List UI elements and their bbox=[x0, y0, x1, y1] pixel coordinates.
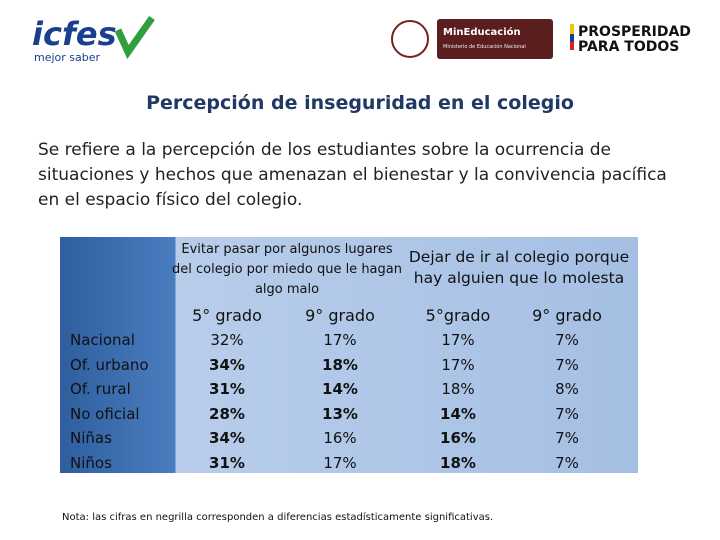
cell: 16% bbox=[323, 429, 357, 447]
row-label: No oficial bbox=[70, 404, 140, 423]
description: Se refiere a la percepción de los estudi… bbox=[38, 140, 667, 210]
min-logo-box bbox=[437, 19, 553, 59]
cell: 18% bbox=[441, 380, 475, 398]
cell: 14% bbox=[322, 380, 358, 398]
cell: 13% bbox=[322, 404, 358, 423]
cell: 18% bbox=[322, 355, 358, 374]
group-header: Evitar pasar por algunos lugares del col… bbox=[172, 242, 402, 297]
prosperidad-2: PARA TODOS bbox=[578, 39, 679, 55]
column-header: 5° grado bbox=[192, 306, 262, 325]
row-label: Nacional bbox=[70, 331, 135, 349]
cell: 17% bbox=[441, 355, 475, 374]
title: Percepción de inseguridad en el colegio bbox=[146, 92, 574, 114]
cell: 32% bbox=[210, 331, 244, 349]
row-label: Niños bbox=[70, 453, 112, 472]
cell: 28% bbox=[209, 404, 245, 423]
cell: 7% bbox=[555, 404, 579, 423]
min-logo-name: MinEducación bbox=[443, 26, 521, 38]
cell: 7% bbox=[555, 453, 579, 472]
cell: 34% bbox=[209, 429, 245, 447]
flag-b bbox=[570, 34, 574, 42]
cell: 17% bbox=[323, 453, 357, 472]
prosperidad-1: PROSPERIDAD bbox=[578, 24, 691, 40]
column-header: 5°grado bbox=[425, 306, 491, 325]
flag-y bbox=[570, 24, 574, 34]
group-header: Dejar de ir al colegio porque hay alguie… bbox=[408, 248, 630, 287]
cell: 8% bbox=[555, 380, 579, 398]
coat-of-arms bbox=[391, 20, 429, 58]
cell: 34% bbox=[209, 355, 245, 374]
cell: 31% bbox=[209, 380, 245, 398]
flag-r bbox=[570, 42, 574, 50]
column-header: 9° grado bbox=[305, 306, 375, 325]
cell: 18% bbox=[440, 453, 476, 472]
note: Nota: las cifras en negrilla corresponde… bbox=[62, 512, 494, 523]
logo-check bbox=[114, 15, 155, 60]
logo-bar: icfes mejor saber MinEducación Ministeri… bbox=[32, 15, 691, 64]
logo-tagline: mejor saber bbox=[34, 51, 101, 64]
min-logo-subtitle: Ministerio de Educación Nacional bbox=[443, 43, 526, 50]
cell: 14% bbox=[440, 404, 476, 423]
cell: 7% bbox=[555, 355, 579, 374]
row-label: Of. urbano bbox=[70, 355, 149, 374]
cell: 31% bbox=[209, 453, 245, 472]
cell: 7% bbox=[555, 331, 579, 349]
column-header: 9° grado bbox=[532, 306, 602, 325]
cell: 17% bbox=[323, 331, 357, 349]
row-label: Niñas bbox=[70, 429, 112, 447]
row-label: Of. rural bbox=[70, 380, 131, 398]
logo-icfes: icfes bbox=[32, 15, 117, 53]
cell: 16% bbox=[440, 429, 476, 447]
cell: 7% bbox=[555, 429, 579, 447]
cell: 17% bbox=[441, 331, 475, 349]
table: Evitar pasar por algunos lugares del col… bbox=[60, 237, 638, 473]
